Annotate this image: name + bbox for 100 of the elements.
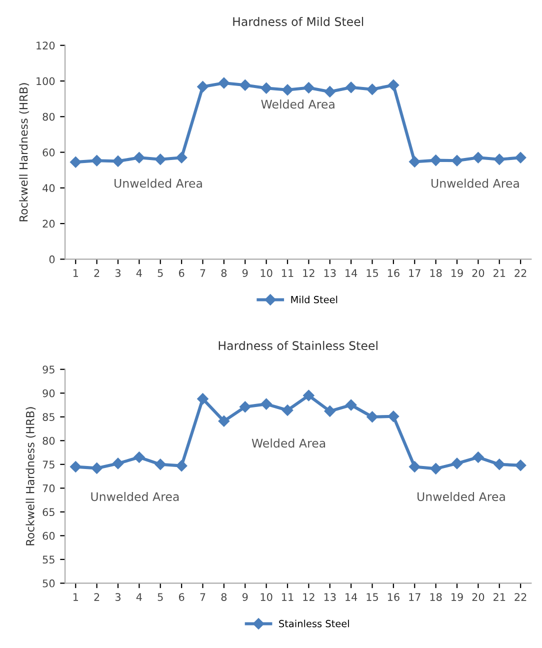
y-tick-label: 95 <box>42 366 54 374</box>
annotation: Unwelded Area <box>114 178 202 188</box>
x-tick-label: 18 <box>430 593 442 601</box>
y-tick-label: 55 <box>42 556 54 564</box>
y-axis-title: Rockwell Hardness (HRB) <box>19 83 30 222</box>
x-tick-label: 20 <box>472 269 484 277</box>
x-tick-label: 13 <box>324 593 336 601</box>
point <box>345 399 357 411</box>
point <box>366 411 378 422</box>
point <box>282 404 294 416</box>
point <box>409 156 420 168</box>
point <box>134 152 145 164</box>
x-tick-label: 15 <box>366 593 378 601</box>
x-tick-label: 10 <box>260 269 272 277</box>
legend-label: Stainless Steel <box>279 620 349 628</box>
x-tick-label: 17 <box>409 593 420 601</box>
point <box>134 452 145 463</box>
x-tick-label: 7 <box>200 269 206 277</box>
x-tick-label: 3 <box>115 593 120 601</box>
x-tick-label: 22 <box>514 593 526 601</box>
x-tick-label: 10 <box>260 593 272 601</box>
x-tick-label: 21 <box>494 269 506 277</box>
point <box>240 401 251 413</box>
point <box>112 156 124 167</box>
point <box>451 155 463 166</box>
point <box>260 398 272 410</box>
x-tick-label: 15 <box>366 269 378 277</box>
x-tick-label: 21 <box>494 593 506 601</box>
point <box>366 84 378 95</box>
x-tick-label: 1 <box>73 593 78 601</box>
y-tick-label: 0 <box>49 255 55 264</box>
y-tick-label: 50 <box>42 579 55 588</box>
y-tick-label: 60 <box>42 532 55 540</box>
x-tick-label: 14 <box>346 593 358 601</box>
chart-title: Hardness of Stainless Steel <box>218 340 378 350</box>
y-tick-label: 120 <box>36 42 55 50</box>
point <box>70 156 82 168</box>
x-tick-label: 16 <box>388 593 400 601</box>
y-tick-label: 80 <box>42 436 55 445</box>
x-tick-label: 13 <box>324 269 336 277</box>
x-tick-label: 20 <box>472 593 484 601</box>
x-tick-label: 18 <box>430 269 442 277</box>
x-tick-label: 2 <box>94 593 100 601</box>
y-tick-label: 70 <box>42 484 55 492</box>
point <box>303 82 314 94</box>
y-tick-label: 100 <box>36 77 55 86</box>
point <box>388 410 400 422</box>
point <box>197 393 208 404</box>
x-tick-label: 4 <box>136 593 142 601</box>
point <box>282 84 294 96</box>
point <box>91 155 102 166</box>
annotation: Welded Area <box>261 100 334 109</box>
point <box>451 458 463 470</box>
point <box>260 82 272 94</box>
point <box>70 461 82 472</box>
point <box>324 406 336 417</box>
y-tick-label: 85 <box>42 413 54 421</box>
x-tick-label: 12 <box>303 269 314 277</box>
point <box>218 77 230 89</box>
x-tick-label: 1 <box>73 269 78 277</box>
x-tick-label: 17 <box>409 269 420 277</box>
x-tick-label: 11 <box>282 593 294 601</box>
x-tick-label: 9 <box>242 593 248 601</box>
y-tick-label: 40 <box>42 184 55 192</box>
x-tick-label: 22 <box>514 269 526 277</box>
annotation: Unwelded Area <box>432 178 519 188</box>
point <box>514 152 526 164</box>
point <box>154 458 166 470</box>
x-tick-label: 3 <box>115 269 120 277</box>
point <box>409 461 420 472</box>
point <box>472 452 484 463</box>
x-tick-label: 6 <box>178 593 184 601</box>
point <box>112 458 124 470</box>
point <box>494 154 505 166</box>
x-tick-label: 11 <box>282 269 294 277</box>
point <box>218 416 230 427</box>
y-tick-label: 80 <box>42 112 55 121</box>
point <box>154 154 166 166</box>
y-axis-title: Rockwell Hardness (HRB) <box>26 407 36 546</box>
y-tick-label: 90 <box>42 389 55 398</box>
point <box>388 79 400 91</box>
x-tick-label: 6 <box>178 269 184 277</box>
x-tick-label: 14 <box>346 269 358 277</box>
point <box>240 79 251 91</box>
legend-label: Mild Steel <box>291 296 338 304</box>
x-tick-label: 7 <box>200 593 206 601</box>
point <box>197 81 208 92</box>
y-tick-label: 60 <box>42 148 55 156</box>
point <box>345 82 357 94</box>
x-tick-label: 8 <box>221 269 227 277</box>
point <box>430 154 442 166</box>
point <box>91 462 102 474</box>
x-tick-label: 12 <box>303 593 314 601</box>
point <box>303 390 314 402</box>
annotation: Unwelded Area <box>418 492 505 502</box>
x-tick-label: 19 <box>452 269 463 277</box>
x-tick-label: 8 <box>221 593 227 601</box>
y-tick-label: 65 <box>42 508 54 516</box>
point <box>430 463 442 474</box>
y-tick-label: 20 <box>42 220 55 228</box>
